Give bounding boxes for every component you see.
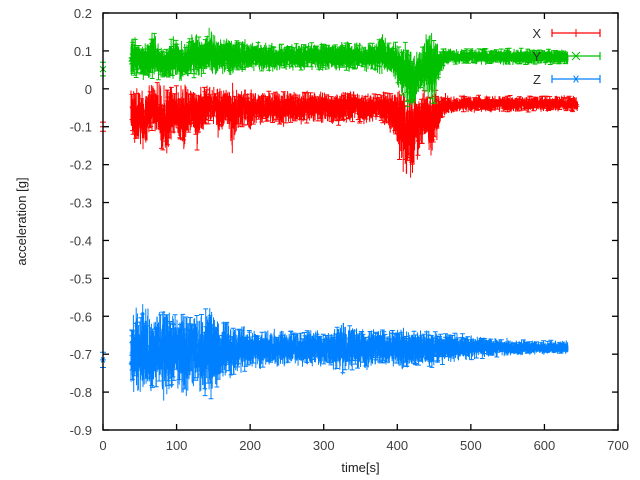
x-axis-title: time[s] [341,460,379,475]
y-tick-label: -0.5 [70,271,92,286]
y-tick-label: -0.2 [70,158,92,173]
y-tick-label: -0.4 [70,233,92,248]
y-tick-label: 0.1 [74,44,92,59]
y-tick-label: -0.1 [70,120,92,135]
y-tick-label: 0.2 [74,6,92,21]
x-tick-label: 100 [166,438,188,453]
series-x [100,82,580,178]
legend-label-z: Z [533,72,541,87]
y-tick-label: -0.8 [70,385,92,400]
x-tick-label: 300 [313,438,335,453]
x-tick-label: 500 [460,438,482,453]
x-tick-label: 0 [99,438,106,453]
legend-label-y: Y [532,49,541,64]
x-tick-label: 600 [534,438,556,453]
x-tick-label: 700 [607,438,629,453]
legend-marker-z [572,75,580,83]
y-tick-label: -0.6 [70,309,92,324]
y-tick-label: -0.3 [70,196,92,211]
data-layer [99,27,580,401]
y-tick-label: -0.9 [70,423,92,438]
series-y [99,27,569,108]
y-axis-title: acceleration [g] [14,177,29,265]
legend-marker-x [572,29,580,37]
y-tick-label: -0.7 [70,347,92,362]
legend-marker-y [571,51,581,61]
plot-frame [102,12,619,431]
legend-label-x: X [532,26,541,41]
x-tick-label: 200 [239,438,261,453]
x-tick-label: 400 [386,438,408,453]
y-tick-label: 0 [85,82,92,97]
series-z [100,304,569,401]
